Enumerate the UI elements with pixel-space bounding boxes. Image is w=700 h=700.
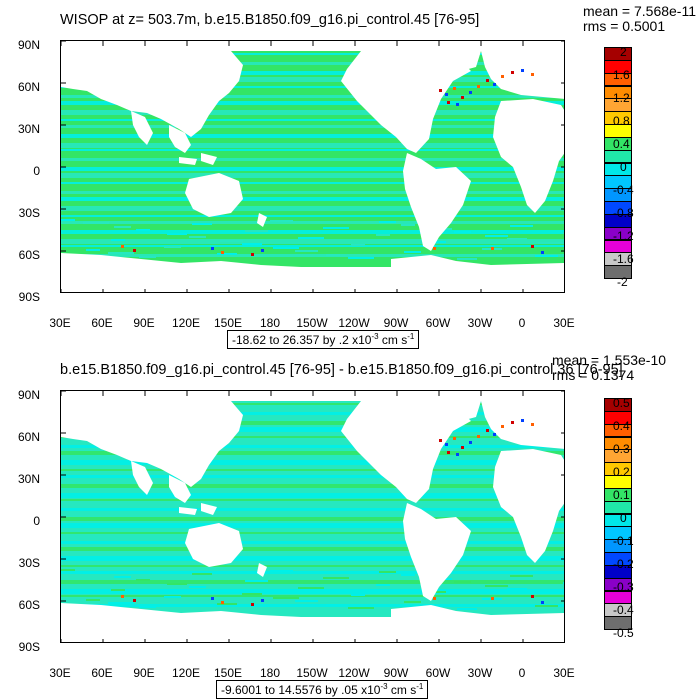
colorbar-label: 0 [620,160,627,174]
colorbar [604,398,632,630]
lat-label: 60N [17,430,40,444]
map-frame [60,390,565,643]
ocean-field-map [61,41,564,292]
lat-label: 30S [18,556,40,570]
colorbar-label: -0.2 [613,557,634,571]
colorbar-label: 0 [620,511,627,525]
colorbar-label: -0.8 [613,206,634,220]
colorbar-label: -0.1 [613,534,634,548]
mean-value: mean = 7.568e-11 [583,3,696,19]
lat-label: 0 [33,164,40,178]
lat-label: 90N [17,38,40,52]
lon-label: 60W [425,316,451,330]
lon-label: 120E [171,666,201,680]
lon-label: 90E [133,666,155,680]
lon-label: 120W [338,666,370,680]
lat-label: 60S [18,598,40,612]
colorbar-label: 1.2 [613,91,630,105]
lon-label: 30E [49,316,71,330]
colorbar-label: 2 [620,45,627,59]
lon-label: 30W [467,316,493,330]
colorbar-swatch [604,616,632,630]
colorbar-label: 0.8 [613,114,630,128]
rms-value: rms = 0.1374 [552,367,635,383]
lon-label: 60W [425,666,451,680]
lon-label: 30E [553,666,575,680]
lon-label: 60E [91,316,113,330]
colorbar-swatch [604,149,632,164]
colorbar [604,47,632,279]
colorbar-label: -0.4 [613,603,634,617]
colorbar-label: 0.2 [613,465,630,479]
lat-label: 30N [17,472,40,486]
colorbar-swatch [604,265,632,279]
lon-label: 180 [259,666,281,680]
colorbar-label: -0.4 [613,183,634,197]
map-panel-top: WISOP at z= 503.7m, b.e15.B1850.f09_g16.… [17,3,696,349]
colorbar-swatch [604,47,632,61]
contour-range-label: -18.62 to 26.357 by .2 x10-3 cm s-1 [227,330,420,349]
lon-label: 180 [259,316,281,330]
colorbar-label: -0.3 [613,580,634,594]
colorbar-label: -1.2 [613,229,634,243]
colorbar-label: -0.5 [613,626,634,640]
mean-value: mean = 1.553e-10 [552,352,667,368]
panel-title: b.e15.B1850.f09_g16.pi_control.45 [76-95… [60,362,623,378]
lat-label: 60N [17,80,40,94]
lon-label: 60E [91,666,113,680]
lon-label: 90W [383,316,409,330]
lon-label: 30W [467,666,493,680]
lat-label: 90S [18,640,40,654]
rms-value: rms = 0.5001 [583,18,666,34]
lon-label: 120W [338,316,370,330]
lon-label: 150E [213,666,243,680]
lon-label: 90W [383,666,409,680]
lon-label: 30E [553,316,575,330]
colorbar-swatch [604,500,632,515]
colorbar-label: 0.5 [613,396,630,410]
lat-label: 30S [18,206,40,220]
colorbar-label: 0.1 [613,488,630,502]
lon-label: 0 [518,666,526,680]
lon-label: 30E [49,666,71,680]
colorbar-label: 0.4 [613,419,630,433]
map-panel-bottom: b.e15.B1850.f09_g16.pi_control.45 [76-95… [0,350,700,700]
panel-title: WISOP at z= 503.7m, b.e15.B1850.f09_g16.… [60,12,480,28]
lat-label: 60S [18,248,40,262]
lat-label: 90S [18,290,40,304]
lon-label: 90E [133,316,155,330]
map-frame [60,40,565,293]
colorbar-label: 0.4 [613,137,630,151]
lon-label: 150W [296,666,328,680]
colorbar-label: 0.3 [613,442,630,456]
colorbar-label: 1.6 [613,68,630,82]
lat-label: 0 [33,514,40,528]
lat-label: 90N [17,388,40,402]
lon-label: 0 [518,316,526,330]
lat-label: 30N [17,122,40,136]
contour-range-label: -9.6001 to 14.5576 by .05 x10-3 cm s-1 [216,680,429,699]
lon-label: 150W [296,316,328,330]
lon-label: 120E [171,316,201,330]
colorbar-swatch [604,162,632,177]
colorbar-label: -2 [617,275,628,289]
lon-label: 150E [213,316,243,330]
ocean-field-map [61,391,564,642]
colorbar-label: -1.6 [613,252,634,266]
colorbar-swatch [604,513,632,528]
